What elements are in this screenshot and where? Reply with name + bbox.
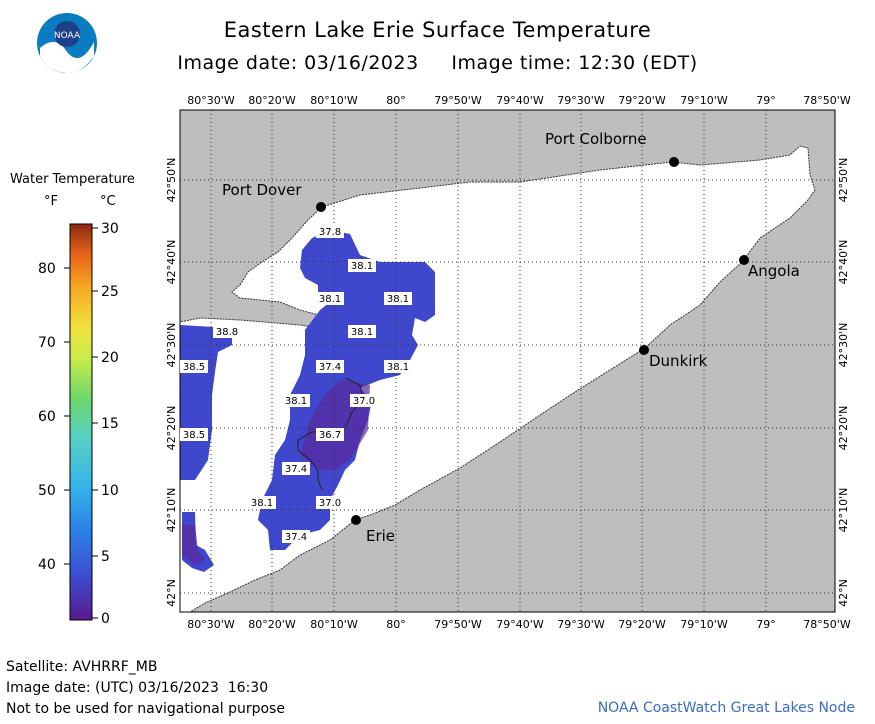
legend-f-tick: 70	[38, 335, 56, 351]
legend-c-tick: 15	[101, 416, 119, 432]
temp-label: 38.1	[351, 327, 373, 338]
lat-tick-left: 42°40'N	[165, 240, 178, 285]
dunkirk-marker	[639, 345, 649, 355]
place-port-colborne: Port Colborne	[545, 130, 647, 148]
footer-disclaimer: Not to be used for navigational purpose	[6, 701, 285, 717]
lon-tick-bottom: 79°50'W	[434, 618, 482, 631]
temp-label: 37.0	[319, 498, 341, 509]
footer-credit: NOAA CoastWatch Great Lakes Node	[597, 700, 855, 716]
map-title: Eastern Lake Erie Surface Temperature	[223, 18, 652, 42]
lon-tick-bottom: 80°20'W	[248, 618, 296, 631]
legend-f-tick: 80	[38, 261, 56, 277]
lon-tick-top: 79°50'W	[434, 94, 482, 107]
lat-tick-left: 42°N	[165, 579, 178, 607]
legend-f-tick: 40	[38, 557, 56, 573]
lon-tick-top: 79°20'W	[618, 94, 666, 107]
place-angola: Angola	[748, 262, 800, 280]
lon-tick-bottom: 79°10'W	[680, 618, 728, 631]
temp-label: 38.5	[183, 362, 205, 373]
lat-tick-right: 42°N	[837, 579, 850, 607]
temp-label: 37.4	[285, 464, 307, 475]
footer-satellite: Satellite: AVHRRF_MB	[6, 659, 158, 675]
place-dunkirk: Dunkirk	[649, 352, 708, 370]
legend-title: Water Temperature	[10, 172, 135, 187]
lon-tick-bottom: 80°10'W	[310, 618, 358, 631]
legend-unit-f: °F	[44, 194, 58, 209]
legend-c-tick: 5	[101, 549, 110, 565]
lon-tick-top: 80°10'W	[310, 94, 358, 107]
legend-f-tick: 50	[38, 483, 56, 499]
lon-tick-top: 79°	[756, 94, 776, 107]
lat-tick-left: 42°10'N	[165, 488, 178, 533]
lon-tick-bottom: 79°20'W	[618, 618, 666, 631]
port-dover-marker	[316, 202, 326, 212]
temp-label: 38.1	[351, 261, 373, 272]
temp-label: 38.5	[183, 430, 205, 441]
temp-label: 37.4	[319, 362, 341, 373]
temp-label: 37.8	[319, 227, 341, 238]
lon-tick-top: 79°10'W	[680, 94, 728, 107]
lon-tick-bottom: 80°30'W	[187, 618, 235, 631]
temperature-colorbar	[69, 223, 93, 621]
map-subtitle: Image date: 03/16/2023 Image time: 12:30…	[177, 52, 698, 74]
lon-tick-bottom: 79°	[756, 618, 776, 631]
lat-tick-right: 42°40'N	[837, 240, 850, 285]
place-port-dover: Port Dover	[222, 181, 302, 199]
port-colborne-marker	[669, 157, 679, 167]
lon-tick-top: 80°30'W	[187, 94, 235, 107]
temp-label: 38.1	[251, 498, 273, 509]
lat-tick-right: 42°30'N	[837, 323, 850, 368]
legend-c-tick: 20	[101, 350, 119, 366]
temperature-labels: 37.8 38.1 38.1 38.1 38.8 38.1 38.5 37.4 …	[180, 225, 412, 543]
temp-label: 36.7	[319, 430, 341, 441]
angola-marker	[739, 255, 749, 265]
lon-tick-top: 80°	[386, 94, 406, 107]
temp-label: 38.1	[387, 294, 409, 305]
temp-label: 37.4	[285, 532, 307, 543]
legend-unit-c: °C	[100, 194, 116, 209]
lat-tick-right: 42°10'N	[837, 488, 850, 533]
legend-c-tick: 30	[101, 221, 119, 237]
erie-marker	[351, 515, 361, 525]
lon-tick-bottom: 80°	[386, 618, 406, 631]
footer-utc-date: Image date: (UTC) 03/16/2023 16:30	[6, 680, 269, 696]
lat-tick-left: 42°30'N	[165, 323, 178, 368]
legend-c-tick: 0	[101, 611, 110, 627]
lon-tick-top: 79°30'W	[557, 94, 605, 107]
lon-tick-top: 78°50'W	[803, 94, 851, 107]
place-erie: Erie	[366, 527, 395, 545]
lon-tick-top: 79°40'W	[496, 94, 544, 107]
temp-label: 38.1	[285, 396, 307, 407]
legend-c-tick: 10	[101, 483, 119, 499]
noaa-logo: NOAA	[37, 13, 97, 74]
lon-tick-bottom: 78°50'W	[803, 618, 851, 631]
temp-label: 38.8	[216, 327, 238, 338]
temp-label: 38.1	[387, 362, 409, 373]
lat-tick-left: 42°20'N	[165, 406, 178, 451]
lon-tick-top: 80°20'W	[248, 94, 296, 107]
legend-c-tick: 25	[101, 284, 119, 300]
noaa-logo-text: NOAA	[54, 31, 81, 41]
lat-tick-right: 42°20'N	[837, 406, 850, 451]
legend-f-tick: 60	[38, 409, 56, 425]
lat-tick-right: 42°50'N	[837, 158, 850, 203]
temp-label: 37.0	[353, 396, 375, 407]
lon-tick-bottom: 79°30'W	[557, 618, 605, 631]
temp-label: 38.1	[319, 294, 341, 305]
lat-tick-left: 42°50'N	[165, 158, 178, 203]
lon-tick-bottom: 79°40'W	[496, 618, 544, 631]
